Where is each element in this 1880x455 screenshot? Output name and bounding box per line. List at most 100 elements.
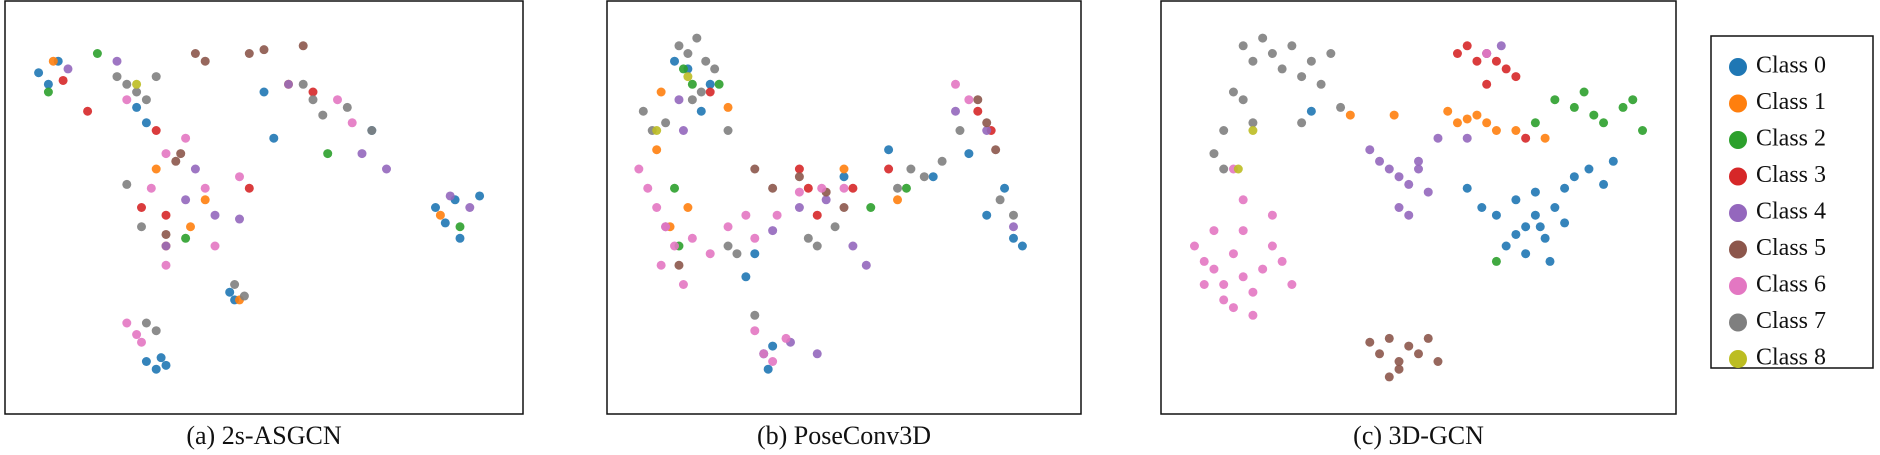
point bbox=[1501, 241, 1511, 251]
point bbox=[1452, 118, 1462, 128]
point bbox=[830, 222, 840, 232]
point bbox=[1394, 357, 1404, 366]
point bbox=[440, 218, 450, 228]
point bbox=[137, 337, 146, 347]
point bbox=[955, 126, 965, 135]
point bbox=[1511, 195, 1521, 205]
point bbox=[151, 326, 161, 336]
point bbox=[750, 310, 760, 320]
point bbox=[768, 183, 778, 193]
point bbox=[973, 106, 983, 116]
point bbox=[1258, 264, 1268, 274]
point bbox=[1540, 133, 1550, 143]
point bbox=[1511, 229, 1521, 239]
point bbox=[225, 287, 235, 297]
legend-label: Class 4 bbox=[1756, 199, 1826, 225]
point bbox=[1233, 164, 1243, 174]
point bbox=[161, 260, 171, 270]
point bbox=[1491, 210, 1501, 220]
point bbox=[200, 56, 210, 66]
point bbox=[1560, 218, 1570, 228]
point bbox=[661, 118, 671, 128]
point bbox=[1238, 272, 1248, 282]
point bbox=[455, 233, 465, 243]
point bbox=[1462, 114, 1472, 124]
point bbox=[848, 241, 858, 251]
legend-label: Class 5 bbox=[1756, 235, 1826, 261]
point bbox=[1423, 187, 1433, 197]
point bbox=[1287, 41, 1297, 51]
point bbox=[239, 291, 249, 301]
point bbox=[705, 249, 715, 259]
point bbox=[1228, 303, 1238, 313]
legend-marker bbox=[1729, 94, 1747, 113]
point bbox=[1008, 233, 1018, 243]
point bbox=[1560, 183, 1570, 193]
point bbox=[750, 249, 760, 259]
point bbox=[678, 126, 688, 135]
point bbox=[656, 260, 666, 270]
point bbox=[817, 183, 827, 193]
point bbox=[1482, 79, 1492, 89]
legend-marker bbox=[1729, 58, 1747, 76]
point bbox=[1462, 183, 1472, 193]
point bbox=[652, 203, 662, 212]
point bbox=[1530, 118, 1540, 128]
point bbox=[812, 241, 822, 251]
point bbox=[1209, 149, 1219, 159]
point bbox=[839, 164, 849, 174]
point bbox=[1326, 49, 1336, 58]
point bbox=[692, 33, 702, 43]
legend-marker bbox=[1729, 240, 1747, 259]
point bbox=[1477, 203, 1487, 212]
point bbox=[1414, 349, 1423, 359]
point bbox=[230, 280, 240, 289]
point bbox=[794, 164, 804, 174]
point bbox=[1628, 95, 1638, 105]
point bbox=[696, 106, 706, 116]
point bbox=[1008, 222, 1018, 232]
point bbox=[1496, 41, 1506, 51]
point bbox=[1530, 187, 1540, 197]
point bbox=[137, 222, 146, 232]
point bbox=[122, 95, 132, 105]
point bbox=[893, 183, 903, 193]
point bbox=[803, 183, 813, 193]
point bbox=[132, 79, 142, 89]
point bbox=[1199, 256, 1209, 266]
point bbox=[1384, 164, 1394, 174]
point bbox=[1365, 145, 1375, 155]
point bbox=[906, 164, 916, 174]
point bbox=[200, 195, 210, 205]
point bbox=[269, 133, 279, 143]
point bbox=[1277, 256, 1287, 266]
point bbox=[1000, 183, 1010, 193]
point bbox=[465, 203, 475, 212]
point bbox=[991, 145, 1001, 155]
point bbox=[884, 164, 894, 174]
point bbox=[1501, 64, 1511, 74]
point bbox=[176, 149, 186, 159]
point bbox=[181, 133, 191, 143]
point bbox=[701, 56, 711, 66]
point bbox=[1491, 256, 1501, 266]
point bbox=[951, 106, 960, 116]
point bbox=[839, 183, 849, 193]
point bbox=[1277, 64, 1287, 74]
point bbox=[1297, 72, 1307, 82]
point bbox=[1258, 33, 1268, 43]
point bbox=[161, 360, 171, 370]
point bbox=[318, 110, 328, 120]
point bbox=[638, 106, 648, 116]
point bbox=[1008, 210, 1018, 220]
point bbox=[768, 341, 778, 351]
point bbox=[848, 183, 858, 193]
point bbox=[973, 95, 983, 105]
point bbox=[34, 68, 44, 78]
point bbox=[1584, 164, 1594, 174]
point bbox=[866, 203, 876, 212]
point bbox=[1248, 287, 1258, 297]
point bbox=[156, 353, 166, 363]
point bbox=[181, 195, 191, 205]
legend-label: Class 2 bbox=[1756, 126, 1826, 152]
